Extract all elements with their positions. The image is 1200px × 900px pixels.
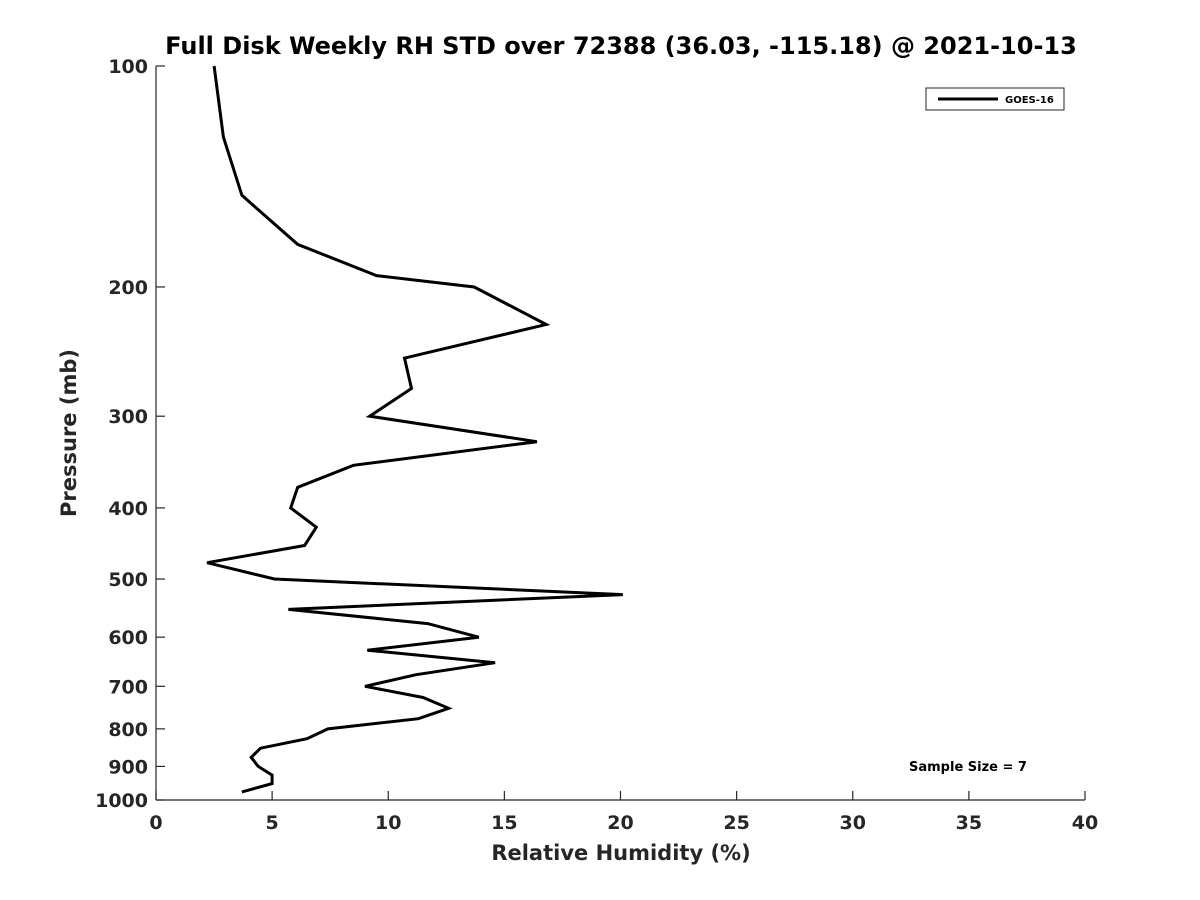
y-tick-label: 600 — [108, 627, 148, 649]
chart-title: Full Disk Weekly RH STD over 72388 (36.0… — [165, 32, 1077, 60]
x-tick-label: 20 — [607, 812, 633, 834]
y-tick-label: 100 — [108, 56, 148, 78]
x-tick-label: 0 — [149, 812, 162, 834]
y-tick-label: 500 — [108, 569, 148, 591]
x-tick-label: 35 — [956, 812, 982, 834]
x-tick-label: 10 — [375, 812, 401, 834]
y-tick-label: 1000 — [95, 790, 148, 812]
y-tick-label: 400 — [108, 498, 148, 520]
y-tick-label: 700 — [108, 676, 148, 698]
sample-size-annotation: Sample Size = 7 — [909, 760, 1027, 775]
x-axis-ticks: 0 5 10 15 20 25 30 35 40 — [149, 791, 1098, 834]
y-tick-label: 900 — [108, 756, 148, 778]
y-axis-ticks: 100 200 300 400 500 600 700 800 900 1000 — [95, 56, 165, 812]
y-axis-label: Pressure (mb) — [57, 349, 81, 517]
y-tick-label: 300 — [108, 406, 148, 428]
x-axis-label: Relative Humidity (%) — [491, 841, 750, 865]
x-tick-label: 5 — [266, 812, 279, 834]
legend: GOES-16 — [925, 87, 1065, 111]
series-layer — [206, 65, 623, 794]
x-tick-label: 25 — [723, 812, 749, 834]
x-tick-label: 40 — [1072, 812, 1098, 834]
y-tick-label: 800 — [108, 719, 148, 741]
y-tick-label: 200 — [108, 277, 148, 299]
x-tick-label: 15 — [491, 812, 517, 834]
series-line-goes-16 — [206, 65, 623, 794]
x-tick-label: 30 — [840, 812, 866, 834]
legend-label-goes-16: GOES-16 — [1005, 95, 1054, 106]
